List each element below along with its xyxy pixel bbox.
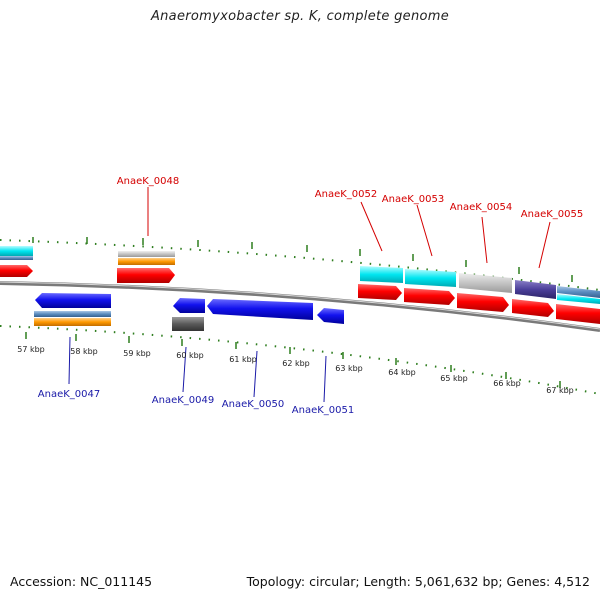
kbp-label: 67 kbp	[546, 386, 574, 395]
gene-label-AnaeK_0053[interactable]: AnaeK_0053	[382, 194, 444, 205]
kbp-label: 63 kbp	[335, 364, 363, 373]
forward-strand-features	[0, 246, 600, 324]
cds-reverse-0051[interactable]	[317, 308, 344, 324]
feature-cyan-left[interactable]	[0, 246, 33, 256]
gene-label-AnaeK_0047[interactable]: AnaeK_0047	[38, 389, 100, 400]
page-title: Anaeromyxobacter sp. K, complete genome	[150, 9, 450, 24]
gene-label-AnaeK_0052[interactable]: AnaeK_0052	[315, 189, 377, 200]
feature-dark-0049[interactable]	[172, 317, 204, 331]
feature-steel-left[interactable]	[0, 256, 33, 260]
feature-steel-right[interactable]	[557, 286, 600, 298]
cds-forward-right[interactable]	[556, 304, 600, 324]
cds-forward-0053[interactable]	[404, 288, 455, 305]
kbp-label: 60 kbp	[176, 351, 204, 360]
gene-label-AnaeK_0054[interactable]: AnaeK_0054	[450, 202, 512, 213]
kbp-ruler-labels: 57 kbp 58 kbp 59 kbp 60 kbp 61 kbp 62 kb…	[17, 345, 574, 395]
gene-label-AnaeK_0051[interactable]: AnaeK_0051	[292, 405, 354, 416]
feature-orange-0047[interactable]	[34, 318, 111, 326]
genome-backbone	[0, 281, 600, 332]
cds-forward-0054[interactable]	[457, 293, 509, 312]
cds-reverse-0049[interactable]	[173, 298, 205, 313]
feature-grey-0054[interactable]	[459, 273, 512, 293]
bottom-gene-labels: AnaeK_0047 AnaeK_0049 AnaeK_0050 AnaeK_0…	[38, 336, 354, 416]
kbp-label: 57 kbp	[17, 345, 45, 354]
gene-label-AnaeK_0048[interactable]: AnaeK_0048	[117, 176, 179, 187]
kbp-label: 65 kbp	[440, 374, 468, 383]
gene-label-AnaeK_0050[interactable]: AnaeK_0050	[222, 399, 284, 410]
topology-summary: Topology: circular; Length: 5,061,632 bp…	[246, 574, 590, 589]
top-gene-labels: AnaeK_0048 AnaeK_0052 AnaeK_0053 AnaeK_0…	[117, 176, 583, 269]
feature-cyan-right[interactable]	[557, 294, 600, 304]
feature-orange-0048[interactable]	[118, 258, 175, 265]
cds-reverse-0047[interactable]	[35, 293, 111, 308]
feature-purple-0055[interactable]	[515, 280, 556, 299]
feature-grey-0048[interactable]	[118, 251, 175, 257]
kbp-label: 61 kbp	[229, 355, 257, 364]
feature-steel-0047[interactable]	[34, 311, 111, 317]
kbp-label: 64 kbp	[388, 368, 416, 377]
cds-forward-0048[interactable]	[117, 268, 175, 283]
outer-major-ticks	[32, 237, 573, 282]
kbp-label: 59 kbp	[123, 349, 151, 358]
kbp-label: 62 kbp	[282, 359, 310, 368]
genome-backbone-highlight	[0, 281, 600, 330]
cds-forward-0055[interactable]	[512, 299, 554, 317]
accession-text: Accession: NC_011145	[10, 574, 153, 589]
feature-cyan-0052[interactable]	[360, 266, 403, 283]
cds-forward-left[interactable]	[0, 265, 33, 277]
gene-label-AnaeK_0049[interactable]: AnaeK_0049	[152, 395, 214, 406]
reverse-strand-features	[34, 293, 344, 331]
cds-reverse-0050[interactable]	[207, 299, 313, 320]
feature-cyan-0053[interactable]	[405, 269, 456, 287]
inner-major-ticks	[25, 332, 561, 388]
kbp-label: 66 kbp	[493, 379, 521, 388]
kbp-label: 58 kbp	[70, 347, 98, 356]
gene-label-AnaeK_0055[interactable]: AnaeK_0055	[521, 209, 583, 220]
cds-forward-0052[interactable]	[358, 284, 402, 300]
